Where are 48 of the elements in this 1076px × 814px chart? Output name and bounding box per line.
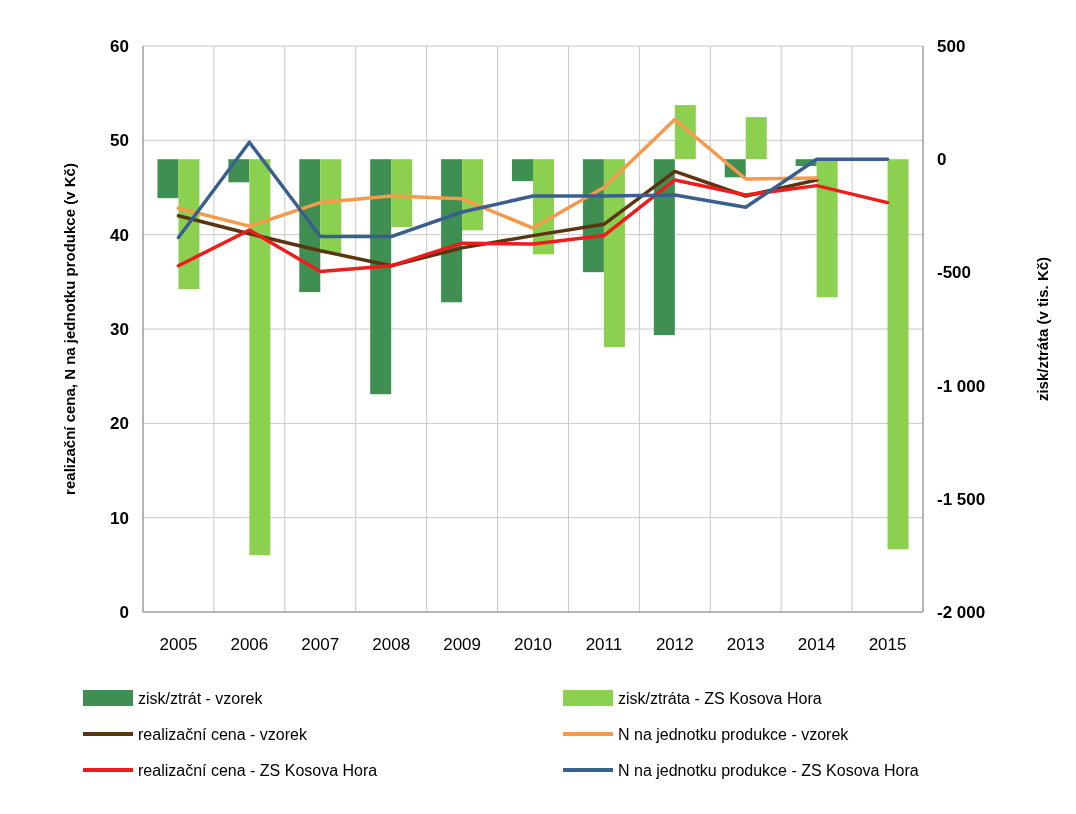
x-tick-label: 2014 xyxy=(797,635,836,654)
line-series xyxy=(176,178,890,274)
legend-label: zisk/ztrát - vzorek xyxy=(138,689,264,707)
bar xyxy=(462,159,484,231)
x-tick-label: 2013 xyxy=(726,635,765,654)
x-tick-label: 2008 xyxy=(372,635,411,654)
y-tick-label: 30 xyxy=(110,319,129,339)
x-tick-label: 2006 xyxy=(230,635,269,654)
line-series xyxy=(176,117,819,230)
y-tick-label: 20 xyxy=(110,414,129,434)
x-tick-label: 2012 xyxy=(655,635,694,654)
y2-tick-label: -1 000 xyxy=(937,376,986,396)
x-tick-label: 2005 xyxy=(159,635,198,654)
y-tick-label: 60 xyxy=(110,36,129,56)
y-tick-label: 0 xyxy=(119,602,129,622)
y-tick-label: 40 xyxy=(110,225,129,245)
bar xyxy=(249,159,271,556)
bar xyxy=(157,159,179,199)
x-tick-label: 2011 xyxy=(585,635,623,654)
legend-label: realizační cena - ZS Kosova Hora xyxy=(138,761,378,779)
bar xyxy=(512,159,533,182)
line-series xyxy=(176,140,890,240)
x-tick-label: 2015 xyxy=(868,635,907,654)
bar xyxy=(816,159,838,298)
y2-axis-title: zisk/ztráta (v tis. Kč) xyxy=(1034,256,1051,402)
y-tick-label: 10 xyxy=(110,508,129,528)
y2-tick-label: -500 xyxy=(937,263,972,283)
bar xyxy=(653,159,675,336)
bar xyxy=(674,105,696,160)
bar xyxy=(391,159,413,228)
y2-tick-label: -2 000 xyxy=(937,602,986,622)
x-tick-label: 2007 xyxy=(301,635,340,654)
bar xyxy=(370,159,392,395)
bar xyxy=(887,159,909,550)
bar xyxy=(441,159,463,303)
legend-label: N na jednotku produkce - ZS Kosova Hora xyxy=(618,761,919,779)
legend-label: N na jednotku produkce - vzorek xyxy=(618,725,850,743)
y2-tick-label: 0 xyxy=(937,150,947,170)
legend-label: realizační cena - vzorek xyxy=(138,725,308,743)
y2-tick-label: -1 500 xyxy=(937,489,986,509)
y-axis-title: realizační cena, N na jednotku produkce (v Kč) xyxy=(61,163,78,495)
bar xyxy=(603,159,625,348)
x-tick-label: 2010 xyxy=(514,635,552,654)
y2-tick-label: 500 xyxy=(937,36,966,56)
legend-label: zisk/ztráta - ZS Kosova Hora xyxy=(618,689,822,707)
y-tick-label: 50 xyxy=(110,131,129,151)
x-tick-label: 2009 xyxy=(443,635,481,654)
bar xyxy=(745,117,767,160)
